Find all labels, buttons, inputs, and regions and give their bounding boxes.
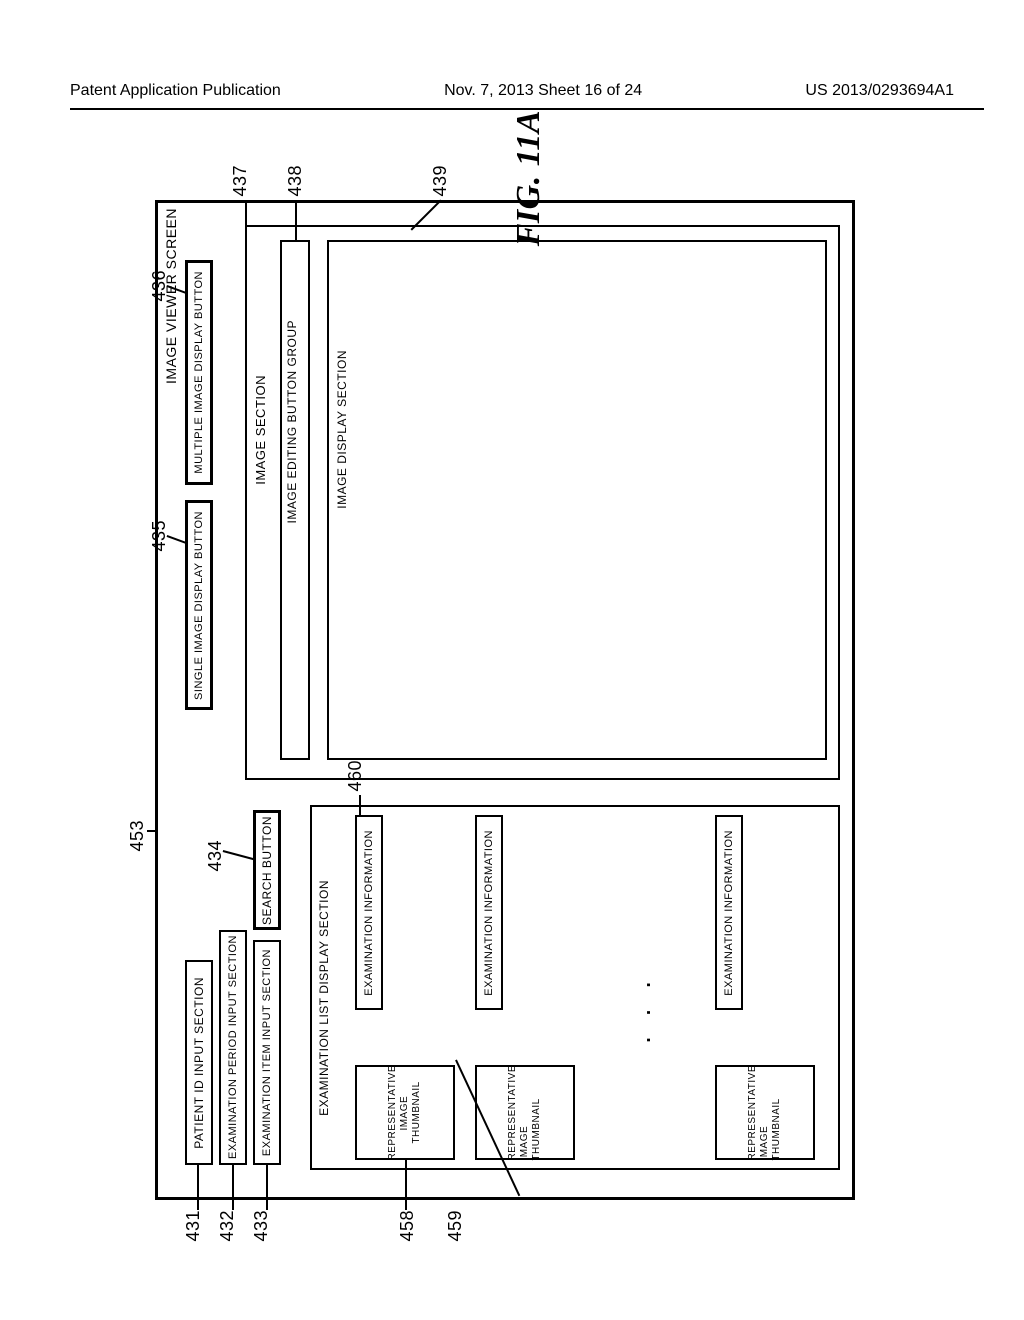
ref-459: 459 <box>445 1210 466 1242</box>
header-right: US 2013/0293694A1 <box>805 82 954 100</box>
ref-458: 458 <box>397 1210 418 1242</box>
image-display-section <box>327 240 827 760</box>
multiple-image-display-button[interactable]: MULTIPLE IMAGE DISPLAY BUTTON <box>185 260 213 485</box>
exam-info-3[interactable]: EXAMINATION INFORMATION <box>715 815 743 1010</box>
header-left: Patent Application Publication <box>70 82 281 100</box>
ref-431: 431 <box>183 1210 204 1242</box>
leader-438 <box>295 200 297 240</box>
exam-item-label: EXAMINATION ITEM INPUT SECTION <box>261 949 273 1156</box>
thumbnail-3-label: REPRESENTATIVE IMAGE THUMBNAIL <box>747 1065 783 1161</box>
exam-info-2[interactable]: EXAMINATION INFORMATION <box>475 815 503 1010</box>
patient-id-label: PATIENT ID INPUT SECTION <box>192 977 206 1149</box>
header-center: Nov. 7, 2013 Sheet 16 of 24 <box>444 82 642 100</box>
thumbnail-3[interactable]: REPRESENTATIVE IMAGE THUMBNAIL <box>715 1065 815 1160</box>
search-button[interactable]: SEARCH BUTTON <box>253 810 281 930</box>
exam-item-input-section[interactable]: EXAMINATION ITEM INPUT SECTION <box>253 940 281 1165</box>
ref-453: 453 <box>127 820 148 852</box>
display-section-label: IMAGE DISPLAY SECTION <box>335 350 349 509</box>
exam-info-2-label: EXAMINATION INFORMATION <box>483 830 495 996</box>
ref-437: 437 <box>230 165 251 197</box>
ellipsis: . . . <box>625 975 657 1044</box>
search-button-label: SEARCH BUTTON <box>260 816 274 925</box>
exam-info-1-label: EXAMINATION INFORMATION <box>363 830 375 996</box>
ref-433: 433 <box>251 1210 272 1242</box>
leader-458 <box>405 1160 407 1210</box>
image-section-label: IMAGE SECTION <box>253 375 268 485</box>
single-btn-label: SINGLE IMAGE DISPLAY BUTTON <box>193 511 205 700</box>
single-image-display-button[interactable]: SINGLE IMAGE DISPLAY BUTTON <box>185 500 213 710</box>
exam-info-3-label: EXAMINATION INFORMATION <box>723 830 735 996</box>
exam-period-input-section[interactable]: EXAMINATION PERIOD INPUT SECTION <box>219 930 247 1165</box>
thumbnail-1-label: REPRESENTATIVE IMAGE THUMBNAIL <box>387 1065 423 1161</box>
patient-id-input-section[interactable]: PATIENT ID INPUT SECTION <box>185 960 213 1165</box>
thumbnail-2-label: REPRESENTATIVE IMAGE THUMBNAIL <box>507 1065 543 1161</box>
ref-432: 432 <box>217 1210 238 1242</box>
leader-453 <box>147 830 157 832</box>
leader-431 <box>197 1165 199 1210</box>
ref-460: 460 <box>345 760 366 792</box>
thumbnail-1[interactable]: REPRESENTATIVE IMAGE THUMBNAIL <box>355 1065 455 1160</box>
ref-439: 439 <box>430 165 451 197</box>
multi-btn-label: MULTIPLE IMAGE DISPLAY BUTTON <box>193 271 205 474</box>
diagram: FIG. 11A IMAGE VIEWER SCREEN PATIENT ID … <box>105 200 875 1200</box>
leader-437 <box>245 200 247 227</box>
leader-432 <box>232 1165 234 1210</box>
editing-group-label: IMAGE EDITING BUTTON GROUP <box>285 320 299 523</box>
leader-460 <box>359 795 361 815</box>
exam-info-1[interactable]: EXAMINATION INFORMATION <box>355 815 383 1010</box>
leader-433 <box>266 1165 268 1210</box>
exam-list-label: EXAMINATION LIST DISPLAY SECTION <box>317 880 331 1116</box>
exam-period-label: EXAMINATION PERIOD INPUT SECTION <box>227 935 239 1159</box>
ref-434: 434 <box>205 840 226 872</box>
ref-438: 438 <box>285 165 306 197</box>
thumbnail-2[interactable]: REPRESENTATIVE IMAGE THUMBNAIL <box>475 1065 575 1160</box>
page-header: Patent Application Publication Nov. 7, 2… <box>0 82 1024 100</box>
figure-area: FIG. 11A IMAGE VIEWER SCREEN PATIENT ID … <box>105 150 875 1210</box>
